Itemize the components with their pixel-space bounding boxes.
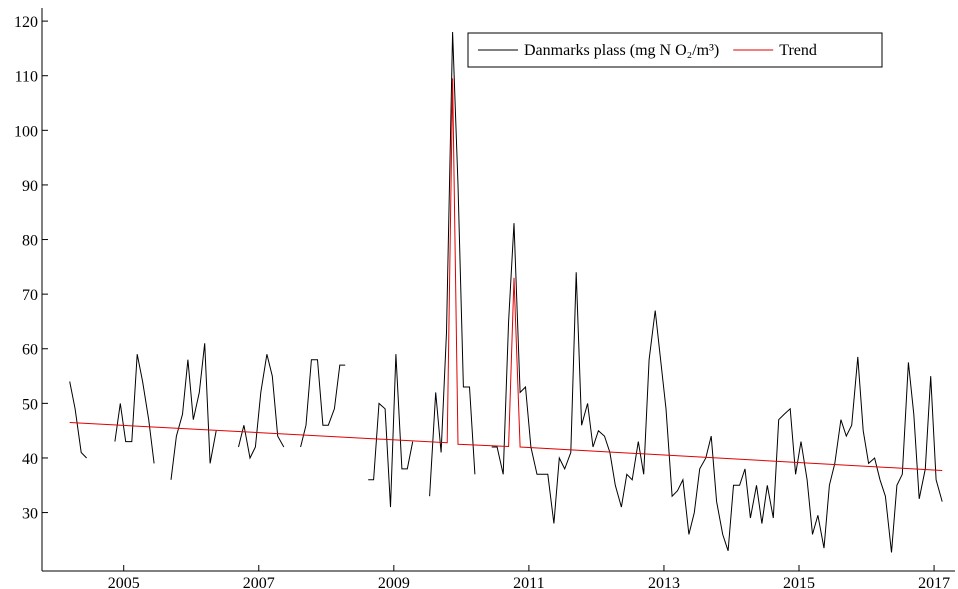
x-tick-label: 2017 — [918, 575, 950, 589]
x-tick-label: 2013 — [648, 575, 680, 589]
y-tick-label: 90 — [22, 178, 38, 195]
y-tick-label: 40 — [22, 451, 38, 468]
x-tick-label: 2007 — [243, 575, 275, 589]
x-tick-label: 2015 — [783, 575, 815, 589]
x-tick-label: 2009 — [378, 575, 410, 589]
y-tick-label: 70 — [22, 287, 38, 304]
y-tick-label: 100 — [14, 123, 38, 140]
legend-label: Trend — [779, 42, 817, 59]
legend-box — [467, 32, 883, 68]
series-line — [69, 31, 943, 553]
series-line — [69, 78, 943, 471]
y-tick-label: 120 — [14, 14, 38, 31]
y-tick-label: 50 — [22, 396, 38, 413]
y-tick-label: 110 — [15, 69, 38, 86]
x-tick-label: 2005 — [108, 575, 140, 589]
legend-label: Danmarks plass (mg N O₂/m³) — [524, 42, 719, 59]
x-tick-label: 2011 — [513, 575, 544, 589]
y-tick-label: 30 — [22, 506, 38, 523]
y-tick-label: 60 — [22, 342, 38, 359]
y-tick-label: 80 — [22, 233, 38, 250]
